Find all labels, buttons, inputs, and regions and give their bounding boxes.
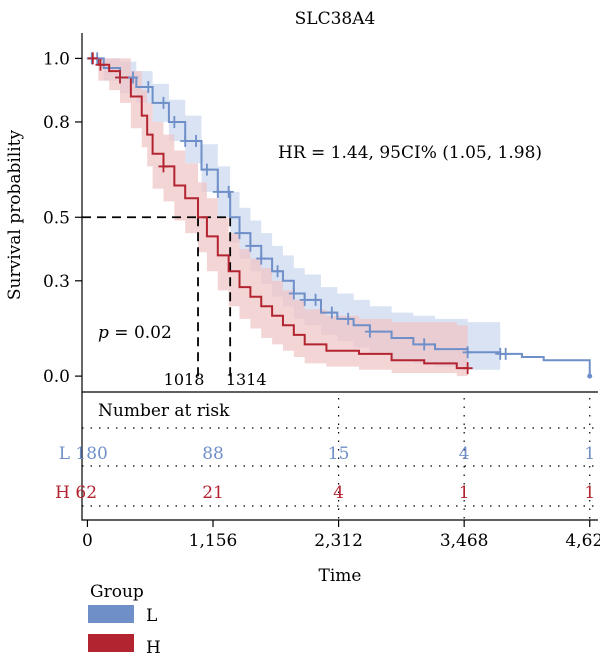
chart-title: SLC38A4 bbox=[295, 9, 376, 29]
end-point-l bbox=[587, 373, 593, 379]
risk-value: 15 bbox=[328, 444, 350, 464]
survival-line-l bbox=[87, 57, 591, 377]
risk-value: 1 bbox=[459, 483, 470, 503]
censor-mark-l bbox=[326, 306, 337, 319]
censor-mark-h bbox=[87, 52, 98, 65]
censor-mark-l bbox=[223, 185, 234, 198]
y-axis: 0.0 0.3 0.5 0.8 1.0 bbox=[43, 49, 82, 387]
hazard-ratio-annotation: HR = 1.44, 95CI% (1.05, 1.98) bbox=[278, 143, 542, 163]
censor-mark-l bbox=[158, 96, 169, 109]
x-tick-label: 0 bbox=[82, 531, 93, 551]
censor-mark-l bbox=[191, 135, 202, 148]
risk-value: 88 bbox=[202, 444, 224, 464]
legend-title: Group bbox=[90, 582, 144, 602]
censor-mark-h bbox=[158, 160, 169, 173]
censor-mark-l bbox=[364, 325, 375, 338]
risk-value: 180 bbox=[75, 444, 107, 464]
censor-mark-l bbox=[201, 163, 212, 176]
legend: Group L H bbox=[88, 582, 161, 658]
censor-mark-l bbox=[234, 227, 245, 240]
x-axis: 0 1,156 2,312 3,468 4,624 bbox=[82, 520, 600, 551]
y-tick-label: 1.0 bbox=[43, 49, 70, 69]
risk-row-label: H bbox=[55, 483, 70, 503]
censor-mark-l bbox=[180, 135, 191, 148]
ci-band-l bbox=[87, 58, 501, 373]
risk-value: 1 bbox=[584, 444, 595, 464]
y-tick-label: 0.3 bbox=[43, 272, 70, 292]
p-value-annotation: p = 0.02 bbox=[98, 323, 172, 343]
censor-mark-l bbox=[128, 71, 139, 84]
risk-row-label: L bbox=[59, 444, 70, 464]
p-value: = 0.02 bbox=[109, 323, 172, 343]
censor-mark-h bbox=[462, 362, 473, 375]
median-label: 1314 bbox=[226, 370, 267, 389]
risk-table-axes bbox=[81, 392, 598, 521]
x-tick-label: 3,468 bbox=[440, 531, 489, 551]
censor-mark-l bbox=[500, 347, 511, 360]
censor-mark-l bbox=[143, 81, 154, 94]
legend-label-h: H bbox=[146, 638, 161, 658]
censor-mark-h bbox=[115, 71, 126, 84]
censor-marks bbox=[86, 52, 593, 379]
survival-line-h bbox=[87, 57, 468, 370]
risk-value: 4 bbox=[459, 444, 470, 464]
x-tick-label: 1,156 bbox=[189, 531, 238, 551]
censor-mark-l bbox=[288, 287, 299, 300]
p-symbol: p bbox=[98, 323, 109, 343]
legend-label-l: L bbox=[146, 606, 157, 626]
censor-mark-l bbox=[462, 346, 473, 359]
y-axis-label: Survival probability bbox=[5, 129, 25, 300]
censor-mark-l bbox=[256, 252, 267, 265]
risk-value: 4 bbox=[333, 483, 344, 503]
risk-value: 21 bbox=[202, 483, 224, 503]
risk-table-grid bbox=[82, 398, 598, 520]
y-tick-label: 0.8 bbox=[43, 113, 70, 133]
legend-swatch-h bbox=[88, 634, 134, 652]
risk-table: L 180 88 15 4 1 H 62 21 4 1 1 bbox=[55, 444, 595, 503]
y-tick-label: 0.5 bbox=[43, 208, 70, 228]
y-tick-label: 0.0 bbox=[43, 367, 70, 387]
x-tick-label: 4,624 bbox=[565, 531, 600, 551]
survival-curves bbox=[87, 57, 591, 377]
censor-mark-l bbox=[310, 293, 321, 306]
risk-value: 62 bbox=[75, 483, 97, 503]
x-tick-label: 2,312 bbox=[314, 531, 363, 551]
censor-mark-l bbox=[419, 338, 430, 351]
legend-swatch-l bbox=[88, 605, 134, 623]
x-axis-label: Time bbox=[319, 566, 362, 586]
risk-table-title: Number at risk bbox=[98, 401, 230, 421]
censor-mark-l bbox=[299, 293, 310, 306]
censor-mark-l bbox=[169, 115, 180, 128]
censor-mark-l bbox=[245, 239, 256, 252]
censor-mark-l bbox=[272, 265, 283, 278]
median-label: 1018 bbox=[164, 370, 205, 389]
censor-mark-l bbox=[212, 185, 223, 198]
censor-mark-h bbox=[95, 58, 106, 71]
censor-mark-l bbox=[343, 312, 354, 325]
risk-value: 1 bbox=[584, 483, 595, 503]
